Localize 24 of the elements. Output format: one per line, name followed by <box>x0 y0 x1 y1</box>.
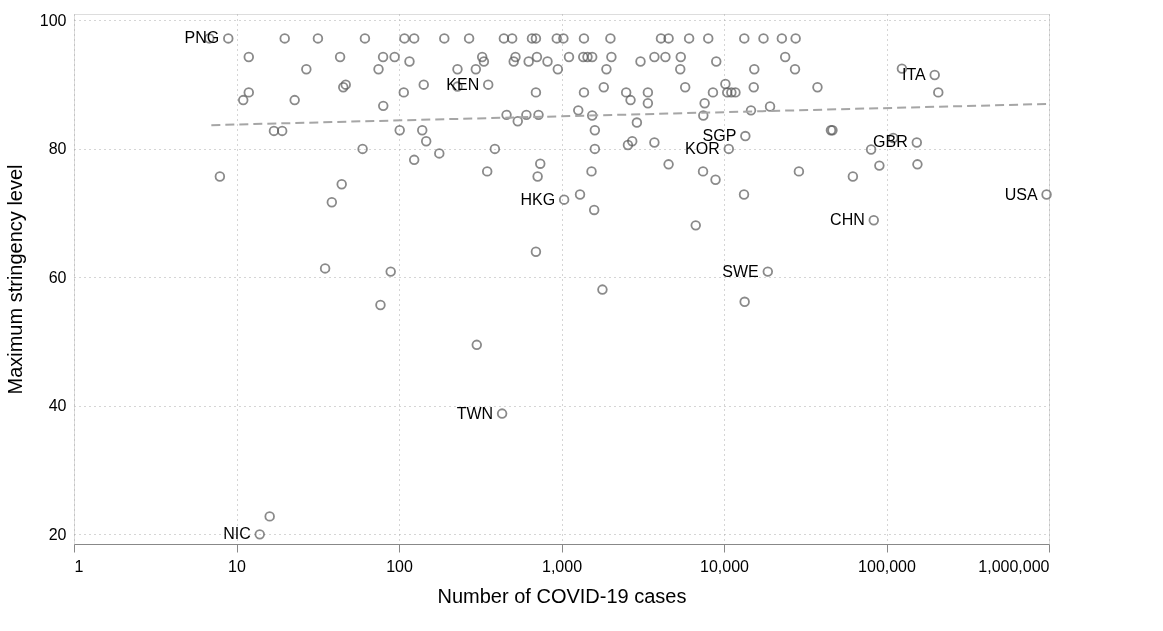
x-axis-title: Number of COVID-19 cases <box>437 584 687 607</box>
y-tick-label: 20 <box>48 525 67 543</box>
x-tick-label: 1,000,000 <box>978 557 1050 575</box>
annotation: TWN <box>456 404 494 422</box>
annotation: PNG <box>184 29 220 47</box>
y-tick-label: 80 <box>48 140 67 158</box>
y-tick-label: 40 <box>48 397 67 415</box>
x-tick-label: 1 <box>74 557 84 575</box>
y-tick-label: 60 <box>48 268 67 286</box>
x-tick-label: 10,000 <box>700 557 750 575</box>
annotation: SWE <box>722 262 759 280</box>
x-tick-label: 100,000 <box>858 557 917 575</box>
annotation: USA <box>1004 185 1038 203</box>
annotation: GBR <box>873 133 908 151</box>
annotation: HKG <box>520 190 556 208</box>
annotation: KEN <box>446 75 480 93</box>
y-tick-label: 100 <box>39 11 67 29</box>
x-tick-label: 1,000 <box>541 557 583 575</box>
y-axis-title: Maximum stringency level <box>3 164 26 395</box>
annotation: ITA <box>902 66 927 84</box>
x-tick-label: 10 <box>228 557 246 575</box>
annotation: CHN <box>830 211 865 229</box>
x-tick-label: 100 <box>386 557 413 575</box>
annotation: NIC <box>223 525 251 543</box>
